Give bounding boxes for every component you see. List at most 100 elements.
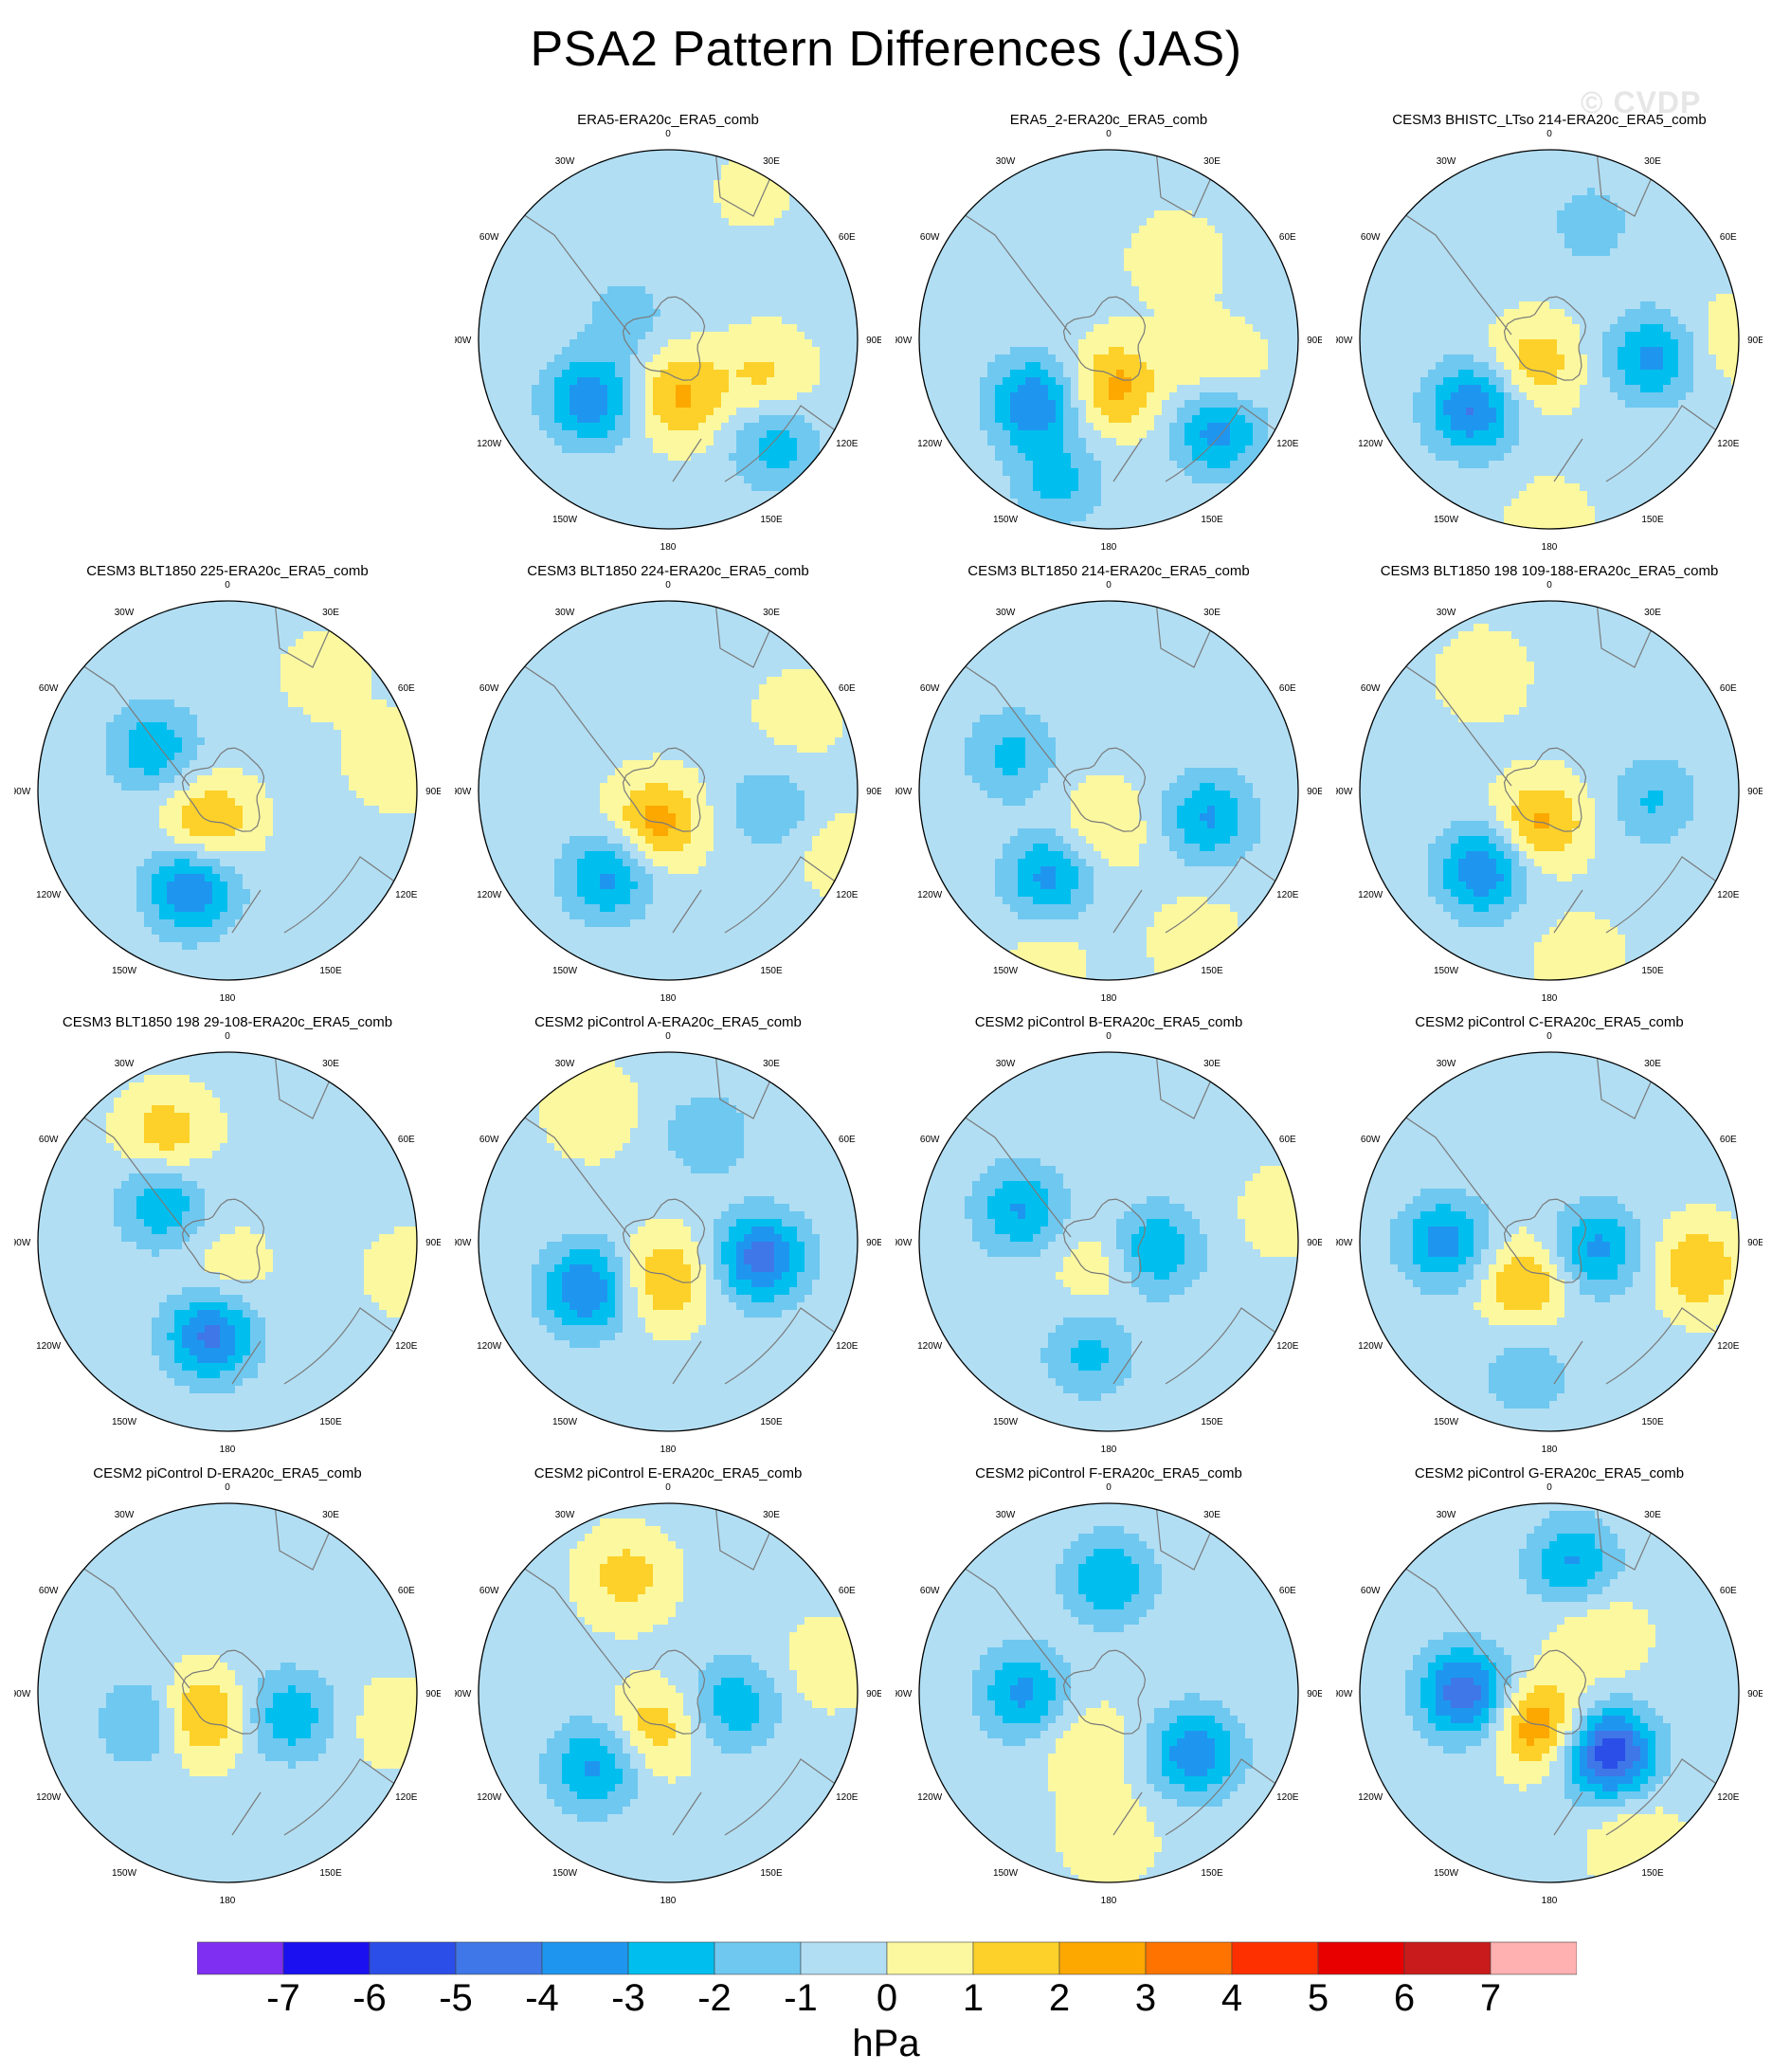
longitude-label: 120W [477,1792,502,1803]
longitude-label: 150E [760,966,783,976]
longitude-label: 90W [895,1238,913,1248]
longitude-label: 180 [1101,993,1117,1004]
longitude-label: 120W [477,890,502,900]
longitude-label: 90E [1747,1238,1763,1248]
longitude-label: 60E [1720,1586,1737,1596]
map-panel: CESM3 BHISTC_LTso 214-ERA20c_ERA5_comb 0 3… [1336,112,1763,557]
contour-field [919,1052,1298,1431]
longitude-label: 120E [836,439,859,449]
longitude-label: 60W [1361,232,1381,243]
colorbar-tick-label: -4 [504,1977,580,2020]
longitude-label: 90W [1336,787,1353,797]
longitude-label: 150W [1434,1417,1459,1427]
longitude-label: 150E [319,966,342,976]
panel-title: CESM2 piControl A-ERA20c_ERA5_comb [455,1014,881,1030]
map-panel: CESM2 piControl C-ERA20c_ERA5_comb 0 30E 60… [1336,1014,1763,1460]
colorbar-swatch [972,1941,1060,1975]
longitude-label: 30W [115,1510,135,1520]
polar-map: 0 30E 60E 90E 120E 150E 180 150W 120W 90W 60W 30W [1336,1482,1763,1906]
coastline [283,1758,394,1836]
map-panel: CESM3 BLT1850 198 109-188-ERA20c_ERA5_co… [1336,563,1763,1009]
coastline [1596,1503,1654,1571]
coastline [724,1307,835,1385]
panel-title: CESM2 piControl C-ERA20c_ERA5_comb [1336,1014,1763,1030]
longitude-label: 30W [115,1059,135,1069]
panel-title: ERA5_2-ERA20c_ERA5_comb [895,112,1322,128]
longitude-label: 60W [479,232,499,243]
map-panel: CESM2 piControl G-ERA20c_ERA5_comb 0 30E 60… [1336,1465,1763,1911]
coastline [1062,296,1147,381]
longitude-label: 60W [39,1135,59,1145]
coastline [1155,150,1214,217]
colorbar-swatch [369,1941,457,1975]
coastline [1112,438,1143,482]
longitude-label: 150E [760,1868,783,1879]
coastline [672,1791,702,1836]
longitude-label: 180 [1542,542,1558,553]
map-border [1359,149,1740,530]
longitude-label: 180 [220,1896,236,1906]
longitude-label: 150W [552,966,578,976]
longitude-label: 120E [1717,1341,1740,1352]
coastline [1605,1307,1716,1385]
coastline [724,1758,835,1836]
map-panel: CESM2 piControl A-ERA20c_ERA5_comb 0 30E 60… [455,1014,881,1460]
map-panel: CESM2 piControl E-ERA20c_ERA5_comb 0 30E 60… [455,1465,881,1911]
longitude-label: 30W [1437,1059,1456,1069]
longitude-label: 60E [1279,232,1296,243]
panel-title: CESM3 BLT1850 214-ERA20c_ERA5_comb [895,563,1322,579]
longitude-label: 120E [1276,1341,1299,1352]
panel-title: CESM2 piControl F-ERA20c_ERA5_comb [895,1465,1322,1481]
colorbar-swatch [1145,1941,1233,1975]
coastline [1503,747,1587,832]
coastline [181,1649,265,1735]
longitude-label: 90E [425,1689,441,1699]
coastline [724,405,835,482]
longitude-label: 90E [1307,336,1322,346]
longitude-label: 90E [866,336,881,346]
coastline [672,889,702,934]
colorbar-tick-label: 2 [1022,1977,1097,2020]
polar-map: 0 30E 60E 90E 120E 150E 180 150W 120W 90W 60W 30W [455,580,881,1004]
longitude-label: 60W [39,683,59,694]
map-panel: CESM2 piControl F-ERA20c_ERA5_comb 0 30E 60… [895,1465,1322,1911]
colorbar-tick-label: 6 [1366,1977,1442,2020]
longitude-label: 120W [917,1341,943,1352]
coastline [1605,1758,1716,1836]
panel-title: CESM3 BLT1850 198 29-108-ERA20c_ERA5_com… [14,1014,441,1030]
longitude-label: 150W [112,1417,137,1427]
map-panel: ERA5_2-ERA20c_ERA5_comb 0 30E 60E 90E 120E 150… [895,112,1322,557]
colorbar-swatch [197,1941,284,1975]
colorbar-swatch [800,1941,888,1975]
longitude-label: 60W [39,1586,59,1596]
longitude-label: 30E [1203,1059,1221,1069]
longitude-label: 150W [993,1417,1019,1427]
map-panel: CESM2 piControl B-ERA20c_ERA5_comb 0 30E 60… [895,1014,1322,1460]
coastline [714,601,773,668]
map-panel: CESM3 BLT1850 198 29-108-ERA20c_ERA5_com… [14,1014,441,1460]
colorbar-tick-label: -6 [332,1977,407,2020]
longitude-label: 120E [1717,890,1740,900]
longitude-label: 150W [1434,966,1459,976]
map-border [478,1502,859,1883]
map-border [37,600,418,981]
colorbar-tick-label: -7 [245,1977,321,2020]
coastline [1062,1198,1147,1283]
map-border [37,1051,418,1432]
longitude-label: 180 [1542,1445,1558,1455]
contour-field [1360,601,1739,980]
map-border [918,1051,1299,1432]
longitude-label: 60E [398,1586,415,1596]
longitude-label: 150W [552,1417,578,1427]
coastline [1596,150,1654,217]
map-border [1359,600,1740,981]
colorbar-tick-label: -5 [418,1977,494,2020]
coastline [951,1108,1072,1238]
coastline [1392,206,1512,336]
colorbar-tick-label: 3 [1108,1977,1184,2020]
longitude-label: 0 [665,129,671,139]
coastline [181,747,265,832]
colorbar-swatch [1058,1941,1147,1975]
longitude-label: 120W [917,890,943,900]
longitude-label: 150W [1434,1868,1459,1879]
